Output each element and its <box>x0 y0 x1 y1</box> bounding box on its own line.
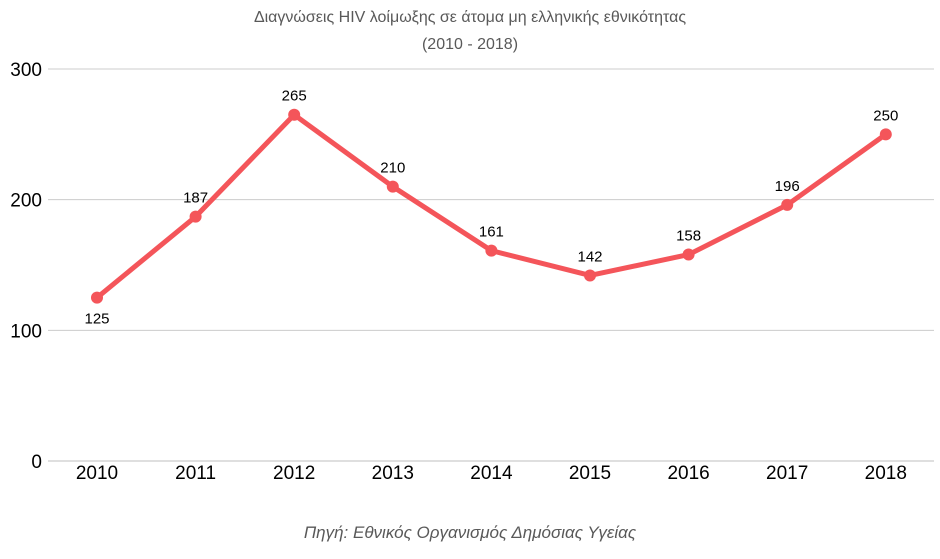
data-point <box>781 198 794 211</box>
x-tick-label: 2017 <box>766 463 808 484</box>
data-point <box>879 128 892 141</box>
data-label: 187 <box>183 190 208 207</box>
x-tick-label: 2015 <box>569 463 611 484</box>
data-label: 158 <box>676 228 701 245</box>
data-label: 161 <box>479 224 504 241</box>
data-label: 250 <box>873 107 898 124</box>
data-point <box>91 291 103 304</box>
y-tick-label: 300 <box>10 60 42 81</box>
data-label: 210 <box>380 160 405 177</box>
data-point <box>682 248 695 261</box>
source-note: Πηγή: Εθνικός Οργανισμός Δημόσιας Υγείας <box>303 523 637 542</box>
x-tick-label: 2018 <box>865 463 907 484</box>
data-point <box>485 244 498 257</box>
data-label: 142 <box>577 248 602 265</box>
x-tick-label: 2012 <box>273 463 315 484</box>
x-tick-label: 2013 <box>372 463 414 484</box>
data-point <box>288 108 301 121</box>
data-point <box>584 269 596 282</box>
x-tick-label: 2016 <box>667 463 709 484</box>
data-point <box>189 210 202 223</box>
chart-title: Διαγνώσεις HIV λοίμωξης σε άτομα μη ελλη… <box>253 9 687 26</box>
y-tick-label: 0 <box>31 452 42 473</box>
data-label: 265 <box>282 88 307 105</box>
x-tick-label: 2014 <box>470 463 513 484</box>
data-label: 125 <box>84 311 109 328</box>
y-tick-label: 200 <box>10 191 42 212</box>
data-label: 196 <box>775 178 800 195</box>
x-tick-label: 2011 <box>175 463 216 484</box>
data-point <box>386 180 399 193</box>
chart-subtitle: (2010 - 2018) <box>421 36 519 53</box>
x-tick-label: 2010 <box>76 463 118 484</box>
series-line <box>94 112 889 301</box>
y-tick-label: 100 <box>10 321 42 342</box>
